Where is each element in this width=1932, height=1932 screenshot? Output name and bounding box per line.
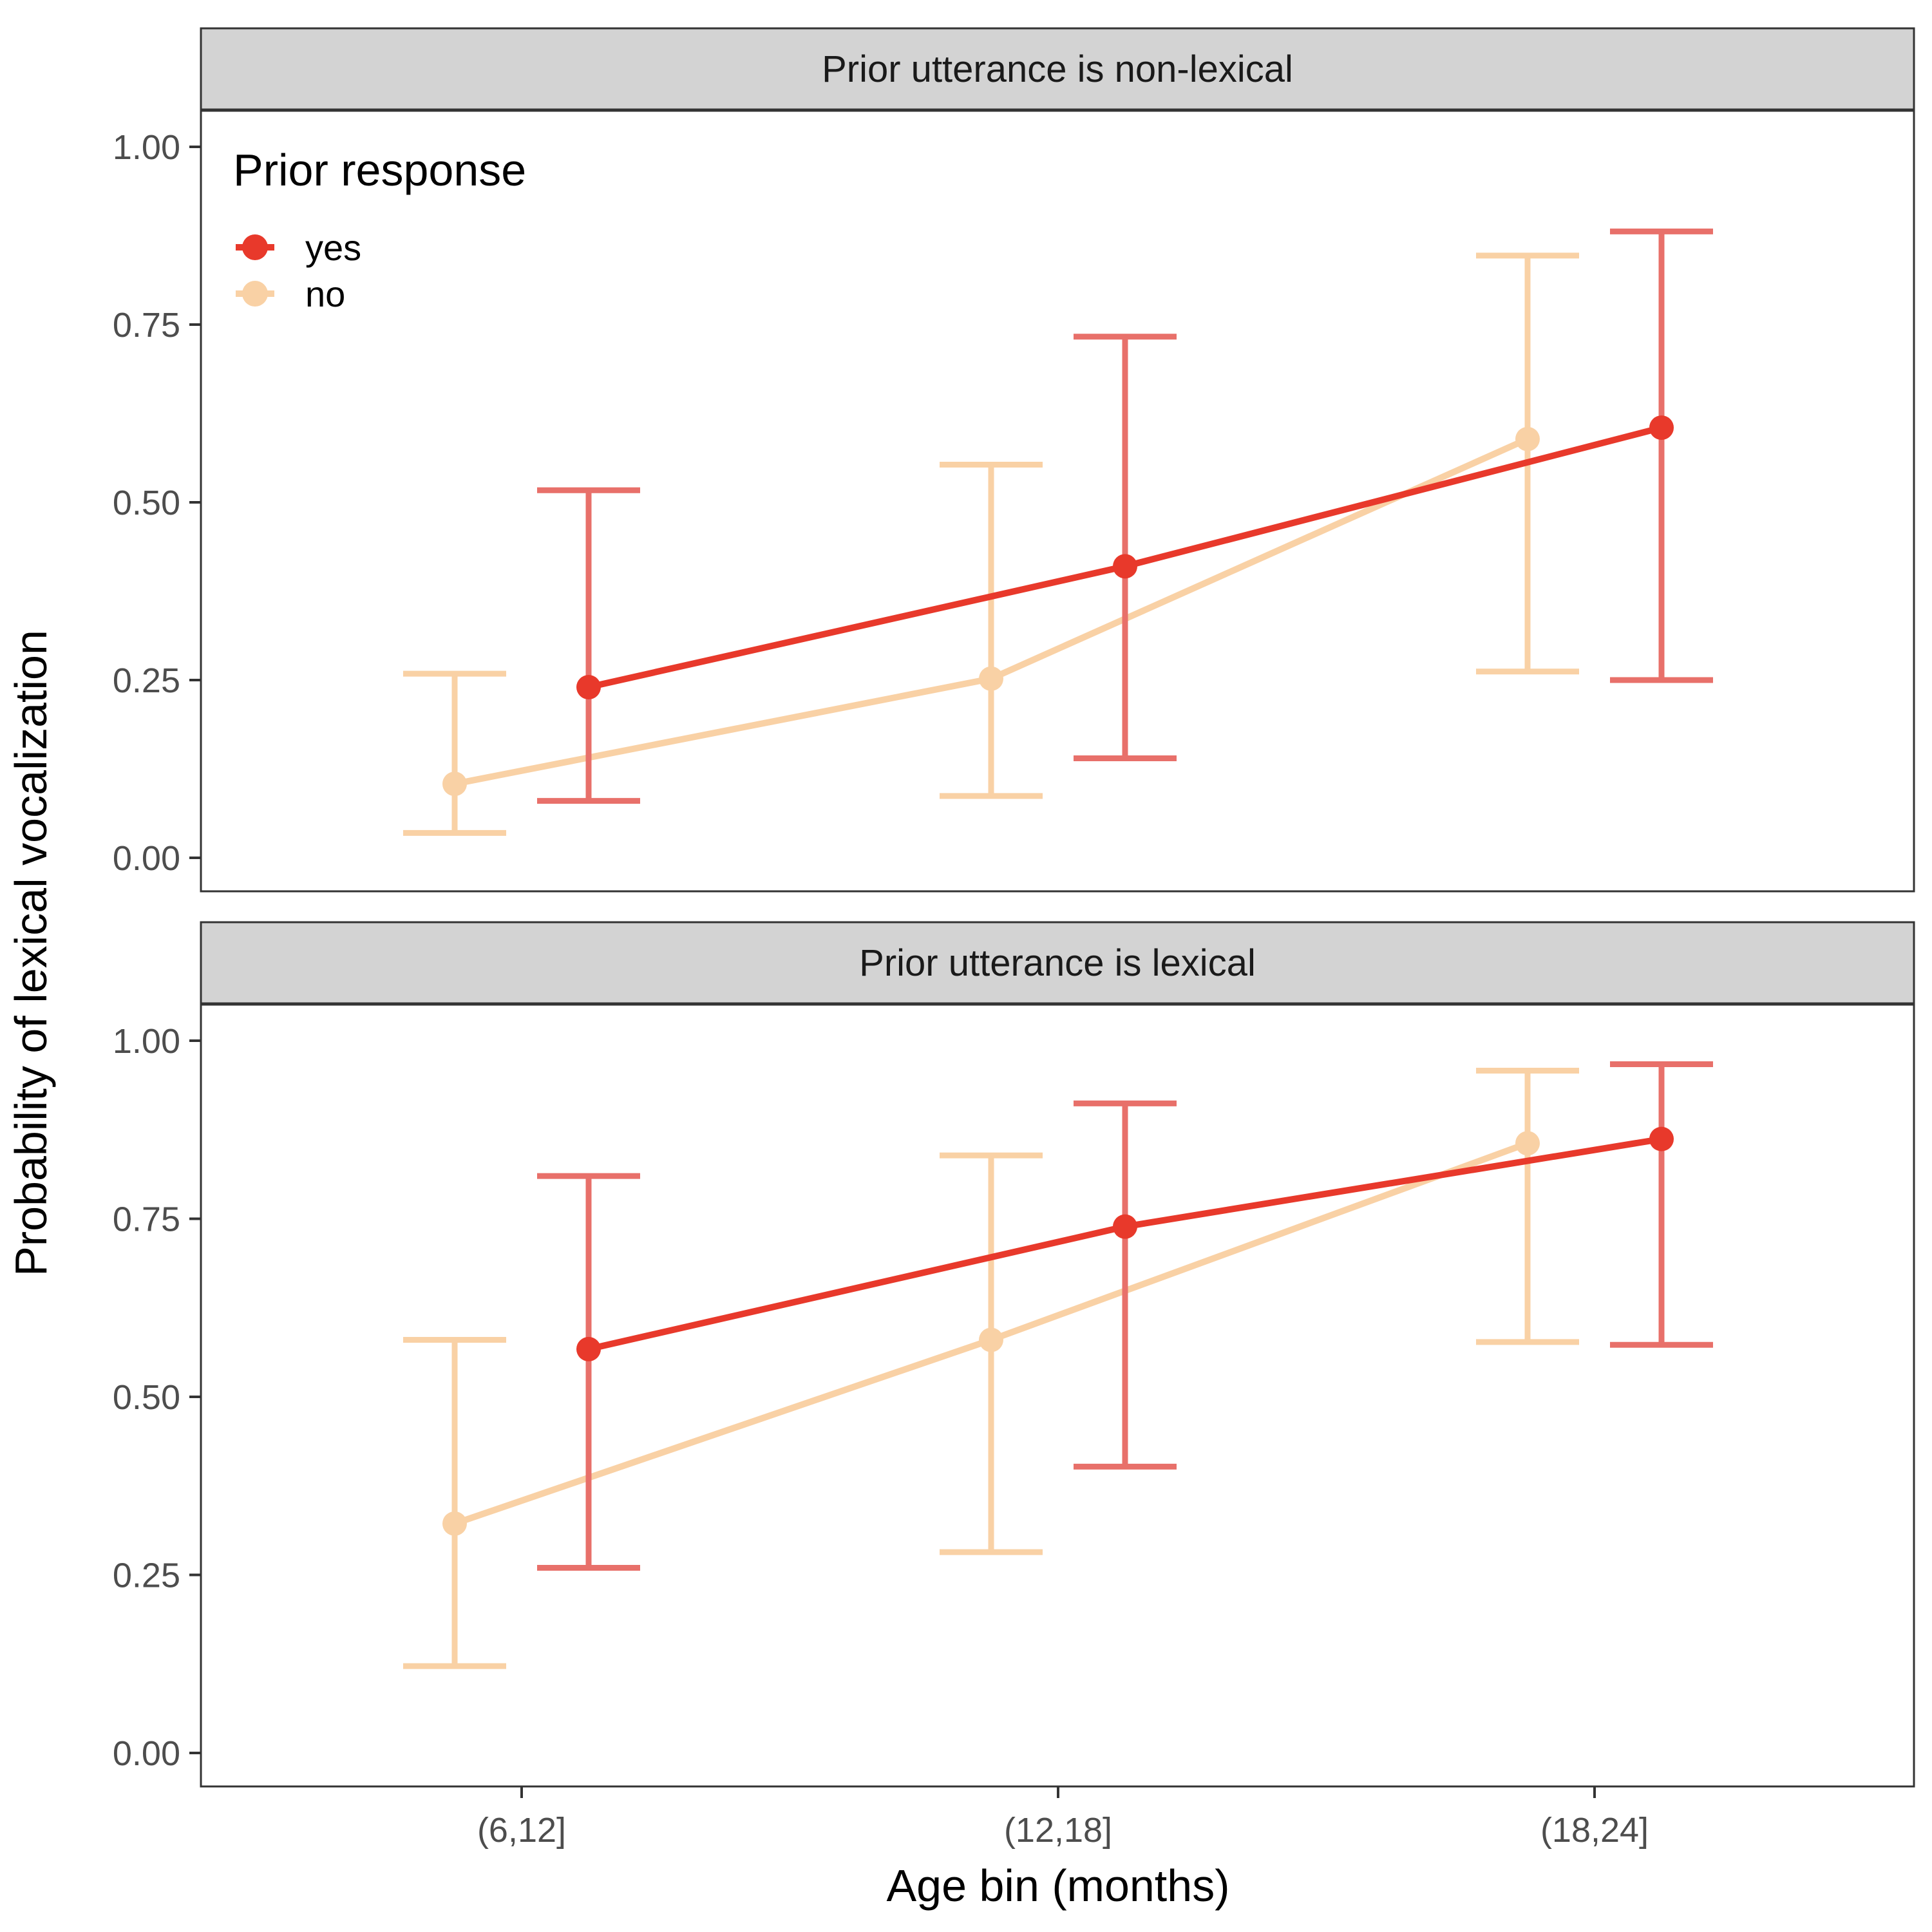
legend-item-yes: yes xyxy=(236,227,361,268)
data-point xyxy=(1649,1126,1674,1151)
data-point xyxy=(979,666,1003,691)
panel-border xyxy=(200,1003,1915,1788)
error-bar xyxy=(537,1173,640,1571)
y-tick-label: 0.50 xyxy=(113,1378,180,1417)
error-bar xyxy=(1610,1061,1713,1348)
data-point xyxy=(1649,415,1674,440)
x-axis-title: Age bin (months) xyxy=(886,1861,1229,1911)
y-tick-label: 0.00 xyxy=(113,1734,180,1773)
x-tick-label: (12,18] xyxy=(1004,1811,1112,1850)
y-tick-label: 0.75 xyxy=(113,306,180,345)
legend-label: yes xyxy=(305,227,361,268)
x-axis: (6,12] (12,18] (18,24] xyxy=(477,1786,1649,1850)
error-bar xyxy=(403,670,506,836)
data-point xyxy=(1515,1131,1540,1156)
error-bar xyxy=(1074,1100,1177,1470)
error-bar xyxy=(1074,334,1177,761)
x-tick-label: (18,24] xyxy=(1540,1811,1649,1850)
x-tick-label: (6,12] xyxy=(477,1811,566,1850)
error-bar xyxy=(940,1152,1043,1555)
error-bar xyxy=(940,461,1043,799)
y-tick-label: 0.50 xyxy=(113,484,180,522)
panel-strip-label: Prior utterance is non-lexical xyxy=(822,48,1293,90)
panels: Prior utterance is non-lexical 0.00 0.25 0.… xyxy=(113,27,1915,1788)
panel-strip xyxy=(200,921,1915,1005)
data-point xyxy=(979,1327,1003,1352)
data-point xyxy=(576,1336,601,1361)
y-tick-label: 0.25 xyxy=(113,1557,180,1595)
panel-strip xyxy=(200,27,1915,111)
series-no xyxy=(403,1067,1579,1669)
error-bar xyxy=(1476,1067,1579,1345)
error-bar xyxy=(1610,228,1713,683)
data-point xyxy=(1113,554,1137,579)
y-tick-label: 0.75 xyxy=(113,1200,180,1239)
y-tick-label: 1.00 xyxy=(113,1022,180,1061)
series-yes xyxy=(537,1061,1713,1571)
data-point xyxy=(442,772,467,797)
data-point xyxy=(1113,1214,1137,1239)
data-point xyxy=(442,1511,467,1536)
legend-item-no: no xyxy=(236,274,345,314)
panel-strip-label: Prior utterance is lexical xyxy=(859,942,1256,984)
y-tick-label: 0.25 xyxy=(113,661,180,700)
error-bar xyxy=(537,487,640,804)
error-bar xyxy=(403,1337,506,1669)
legend-key-point xyxy=(242,234,268,260)
panel-1: Prior utterance is non-lexical 0.00 0.25 0.… xyxy=(113,27,1915,893)
legend-key-point xyxy=(242,281,268,307)
y-tick-label: 1.00 xyxy=(113,128,180,167)
series-yes xyxy=(537,228,1713,804)
legend-label: no xyxy=(305,274,345,314)
legend-title: Prior response xyxy=(233,145,526,195)
y-tick-label: 0.00 xyxy=(113,839,180,878)
series-no xyxy=(403,252,1579,836)
y-axis-title: Probability of lexical vocalization xyxy=(6,630,56,1276)
legend: Prior response yes no xyxy=(233,145,526,314)
panel-2: Prior utterance is lexical 0.00 0.25 0.50 0.… xyxy=(113,921,1915,1788)
data-point xyxy=(1515,426,1540,451)
data-point xyxy=(576,675,601,700)
